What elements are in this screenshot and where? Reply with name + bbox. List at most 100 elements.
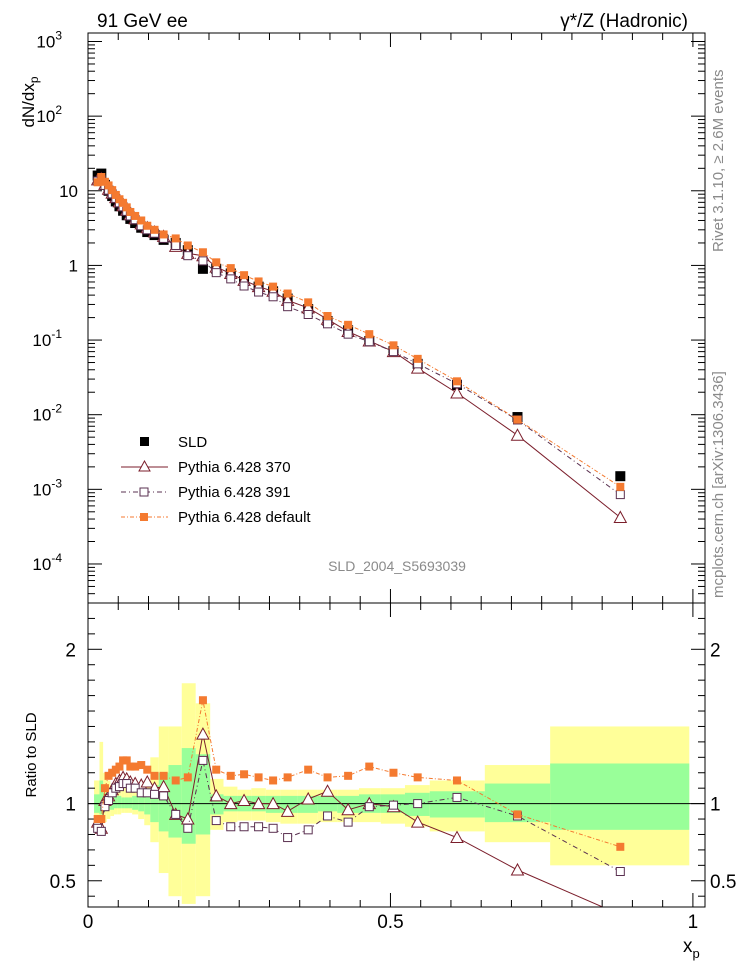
point-pythia-6-428-default xyxy=(226,264,235,273)
x-tick-label: 0.5 xyxy=(377,912,403,933)
ratio-point-pythia-6-428-370 xyxy=(196,727,210,740)
main-ylabel-base: dN/dx xyxy=(19,83,38,128)
ratio-point-pythia-6-428-default xyxy=(513,810,522,819)
ratio-point-pythia-6-428-default xyxy=(150,771,159,780)
point-pythia-6-428-default xyxy=(304,298,313,307)
band-green-bin xyxy=(158,772,169,832)
point-pythia-6-428-default xyxy=(413,354,422,363)
point-pythia-6-428-391 xyxy=(254,287,264,297)
ratio-point-pythia-6-428-default xyxy=(100,784,109,793)
ratio-point-pythia-6-428-391 xyxy=(615,867,625,877)
ratio-ytick-label-right: 1 xyxy=(710,795,721,816)
ratio-point-pythia-6-428-370 xyxy=(266,796,280,810)
ratio-point-pythia-6-428-default xyxy=(171,776,180,785)
ratio-point-pythia-6-428-370 xyxy=(614,909,626,920)
point-pythia-6-428-391 xyxy=(211,268,221,278)
ratio-point-pythia-6-428-default xyxy=(413,773,422,782)
ratio-frame xyxy=(87,602,706,908)
point-pythia-6-428-370 xyxy=(510,428,525,441)
ratio-point-pythia-6-428-391 xyxy=(413,799,423,809)
x-axis-label-sub: p xyxy=(693,946,700,961)
main-ytick-label: 10-1 xyxy=(32,327,62,350)
ratio-point-pythia-6-428-391 xyxy=(388,800,398,810)
point-pythia-6-428-default xyxy=(159,230,168,239)
ratio-point-pythia-6-428-default xyxy=(269,776,278,785)
point-pythia-6-428-default xyxy=(365,330,374,339)
ratio-point-pythia-6-428-391 xyxy=(104,796,114,806)
ratio-point-pythia-6-428-391 xyxy=(171,809,181,819)
point-pythia-6-428-default xyxy=(323,312,332,321)
point-pythia-6-428-default xyxy=(131,211,140,220)
ratio-ytick-label-right: 0.5 xyxy=(710,872,736,893)
ratio-point-pythia-6-428-391 xyxy=(226,822,236,832)
legend-label-p391: Pythia 6.428 391 xyxy=(178,484,291,501)
main-ytick-base: 10 xyxy=(32,555,51,574)
main-ytick-base: 10 xyxy=(36,33,55,52)
point-pythia-6-428-default xyxy=(240,271,249,280)
ratio-point-pythia-6-428-391 xyxy=(183,823,193,833)
series-pythia-6-428-391 xyxy=(93,175,625,500)
point-pythia-6-428-default xyxy=(108,186,117,195)
point-pythia-6-428-default xyxy=(171,234,180,243)
main-ytick-exp: -3 xyxy=(51,476,62,490)
legend-item-sld: SLD xyxy=(140,434,207,451)
ratio-point-pythia-6-428-370 xyxy=(209,788,224,802)
x-axis-label: xp xyxy=(683,936,700,961)
main-ytick-exp: -2 xyxy=(51,402,62,416)
point-pythia-6-428-391 xyxy=(343,329,353,339)
ratio-point-pythia-6-428-default xyxy=(323,773,332,782)
ratio-line-pythia-6-428-default xyxy=(97,700,621,848)
line-pythia-6-428-370 xyxy=(97,178,621,518)
point-pythia-6-428-default xyxy=(513,415,522,424)
ratio-point-pythia-6-428-370 xyxy=(237,793,251,807)
point-pythia-6-428-default xyxy=(212,258,221,267)
point-pythia-6-428-default xyxy=(198,248,207,257)
point-pythia-6-428-default xyxy=(254,277,263,286)
ratio-ylabel: Ratio to SLD xyxy=(23,712,40,797)
ratio-point-pythia-6-428-391 xyxy=(254,822,264,832)
line-pythia-6-428-default xyxy=(97,176,621,488)
ratio-point-pythia-6-428-391 xyxy=(211,816,221,826)
band-green-bin xyxy=(195,754,211,835)
series-pythia-6-428-default xyxy=(93,172,625,491)
main-ytick-exp: 3 xyxy=(55,29,62,43)
ratio-ytick-label-right: 2 xyxy=(710,640,721,661)
ratio-point-pythia-6-428-391 xyxy=(239,822,249,832)
main-ytick-label: 1 xyxy=(69,256,78,275)
legend-item-pdef: Pythia 6.428 default xyxy=(121,509,311,526)
point-pythia-6-428-391 xyxy=(615,490,625,500)
point-pythia-6-428-391 xyxy=(226,274,236,284)
point-pythia-6-428-default xyxy=(122,203,131,212)
band-green-bin xyxy=(138,794,145,812)
point-pythia-6-428-default xyxy=(143,221,152,230)
legend-marker-p370 xyxy=(138,459,151,472)
point-pythia-6-428-default xyxy=(283,289,292,298)
ratio-tick-labels: 0.5 0.5 1 1 2 2 0 0.5 1 xyxy=(50,640,737,933)
point-pythia-6-428-370 xyxy=(450,386,464,399)
ratio-point-pythia-6-428-default xyxy=(137,761,146,770)
point-pythia-6-428-default xyxy=(150,225,159,234)
ratio-point-pythia-6-428-391 xyxy=(323,811,333,821)
ratio-point-pythia-6-428-default xyxy=(198,696,207,705)
point-pythia-6-428-default xyxy=(137,216,146,225)
point-pythia-6-428-370 xyxy=(613,510,628,523)
point-pythia-6-428-391 xyxy=(183,251,193,261)
ratio-point-pythia-6-428-370 xyxy=(450,830,464,844)
main-ytick-base: 10 xyxy=(32,406,51,425)
ratio-point-pythia-6-428-391 xyxy=(159,791,169,801)
band-green-bin xyxy=(99,780,104,815)
ratio-point-pythia-6-428-default xyxy=(304,765,313,774)
ratio-point-pythia-6-428-default xyxy=(616,842,625,851)
ratio-series-pythia-6-428-391 xyxy=(93,755,625,877)
point-pythia-6-428-391 xyxy=(268,292,278,302)
point-pythia-6-428-default xyxy=(119,198,128,207)
point-pythia-6-428-default xyxy=(344,320,353,329)
main-ytick-exp: -1 xyxy=(51,327,62,341)
ratio-point-pythia-6-428-370 xyxy=(140,774,155,788)
main-ytick-label: 10-4 xyxy=(32,551,62,574)
ratio-point-pythia-6-428-370 xyxy=(410,815,425,828)
ratio-point-pythia-6-428-370 xyxy=(510,862,525,876)
legend-label-pdef: Pythia 6.428 default xyxy=(178,509,311,526)
point-pythia-6-428-default xyxy=(97,172,106,181)
ratio-point-pythia-6-428-default xyxy=(115,762,124,771)
